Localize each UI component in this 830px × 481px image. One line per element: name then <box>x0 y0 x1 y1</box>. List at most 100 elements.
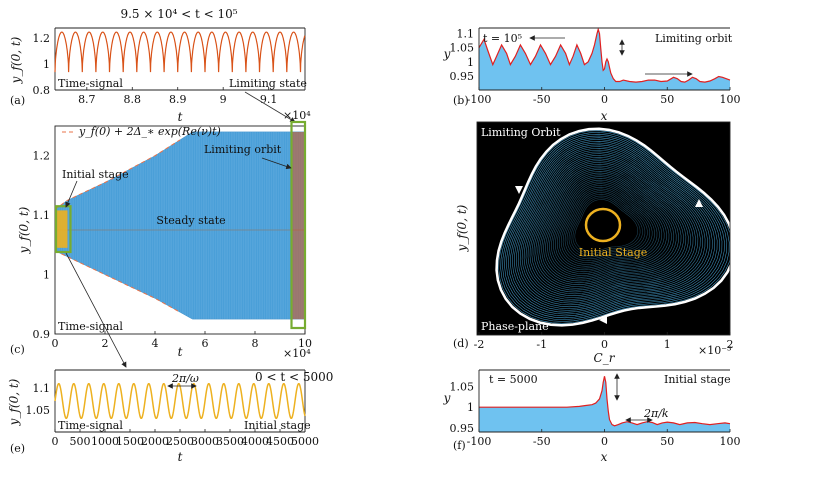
panel-c-envelope-lower <box>55 250 181 313</box>
panel-c-initial-stage-signal <box>55 210 68 248</box>
panel-d-orbit-curve <box>553 179 665 273</box>
panel-d-orbit-curve <box>558 185 658 267</box>
panel-d-initial-orbit <box>584 207 622 243</box>
panel-e-ylabel: y_f(0, t) <box>7 378 21 426</box>
panel-b-annotation-limiting-orbit: Limiting orbit <box>655 32 733 45</box>
panel-d-orbit-curve <box>568 193 646 258</box>
panel-b-ytick: 1.1 <box>457 28 475 41</box>
panel-f-xlabel: x <box>601 450 608 464</box>
panel-a-annotation-time-signal: Time-signal <box>58 77 123 90</box>
panel-b-annotation-time: t = 10⁵ <box>483 32 522 45</box>
panel-f-profile-fill <box>479 376 730 432</box>
panel-c-ytick: 0.9 <box>33 328 51 341</box>
panel-c-xtick-label: 10 <box>298 337 312 350</box>
panel-c-zoom-arrow <box>65 252 127 368</box>
panel-b-xtick-label: -50 <box>533 93 551 106</box>
panel-d-orbit-curve <box>539 167 682 285</box>
panel-d-annotation-limiting-orbit: Limiting Orbit <box>481 126 561 139</box>
panel-a-xlabel: t <box>178 110 183 124</box>
panel-d-orbit-curve <box>555 181 663 271</box>
panel-e-xtick-label: 1000 <box>91 435 119 448</box>
panel-a-xtick-label: 8.9 <box>169 93 187 106</box>
panel-d-orbit-curve <box>560 186 655 265</box>
panel-f-xtick-label: 100 <box>720 435 741 448</box>
panel-d-orbit-curve <box>516 146 711 308</box>
panel-d-xtick-label: 1 <box>664 338 671 351</box>
panel-d-orbit-curve <box>557 183 660 269</box>
panel-a-ytick: 1.2 <box>33 32 51 45</box>
panel-d-ylabel: y_f(0, t) <box>455 204 469 252</box>
panel-a-series-line <box>54 31 306 73</box>
panel-d-orbit-curve <box>535 163 687 289</box>
panel-d-xtick-label: -2 <box>474 338 485 351</box>
panel-c: 0.9 1 1.1 1.2 0 2 4 6 8 10 y_f(0, t) t ×10⁴ y_f(… <box>10 120 312 368</box>
panel-d-orbit-curve <box>543 171 677 282</box>
panel-c-annotation-limiting-orbit: Limiting orbit <box>204 143 282 156</box>
panel-c-ytick: 1 <box>43 269 50 282</box>
panel-d-orbit-curve <box>512 142 716 311</box>
panel-e-xtick-label: 2000 <box>141 435 169 448</box>
panel-f-profile-line <box>479 376 731 427</box>
panel-b-label: (b) <box>453 94 469 107</box>
panel-c-ytick: 1.2 <box>33 150 51 163</box>
panel-f-ylabel: y <box>443 391 451 405</box>
panel-e-xtick-label: 3000 <box>191 435 219 448</box>
panel-c-xticks: 0 2 4 6 8 10 <box>52 331 312 350</box>
panel-c-initial-stage-box <box>54 205 72 254</box>
panel-e-xtick-label: 3500 <box>216 435 244 448</box>
panel-d-orbit-curve <box>523 153 701 300</box>
panel-d-xtick-label: -1 <box>536 338 547 351</box>
panel-d-xlabel: C_r <box>594 351 616 365</box>
panel-a-annotation-limiting-state: Limiting state <box>229 77 307 90</box>
panel-d-flow-arrow <box>515 186 523 194</box>
panel-d-orbit-curve <box>572 197 641 254</box>
panel-c-limiting-arrow <box>261 157 292 170</box>
panel-c-initial-arrow <box>65 180 78 208</box>
panel-d-orbit-curve <box>498 130 730 324</box>
panel-d-orbit-curve <box>531 160 691 293</box>
panel-e-ytick: 1.05 <box>26 404 51 417</box>
panel-d-orbit-curve <box>506 137 723 317</box>
panel-f-xtick-label: -100 <box>467 435 492 448</box>
panel-a-xtick-label: 8.8 <box>124 93 142 106</box>
panel-d-orbit-curve <box>529 158 694 295</box>
panel-f-ytick: 0.95 <box>450 422 475 435</box>
panel-a-xtick-label: 9.1 <box>260 93 278 106</box>
panel-d-orbit-curve <box>500 132 730 322</box>
panel-d-orbit-curve <box>570 195 643 256</box>
panel-d-label: (d) <box>453 337 469 350</box>
panel-d: Limiting Orbit Initial Stage Phase-plane… <box>453 121 734 365</box>
panel-d-orbit-curve <box>504 135 725 319</box>
panel-e: 0 < t < 5000 0 500 10001500200025003000350… <box>7 369 333 464</box>
panel-a-link-arrow <box>244 91 296 123</box>
panel-b-xtick-label: -100 <box>467 93 492 106</box>
panel-d-orbit-curve <box>547 174 672 278</box>
panel-d-orbit-curve <box>549 176 670 276</box>
panel-a: 9.5 × 10⁴ < t < 10⁵ 8.7 8.8 8.9 9 9.1 1.2 1 … <box>9 7 311 124</box>
panel-a-ylabel: y_f(0, t) <box>9 36 23 84</box>
panel-d-orbit-curve <box>574 199 638 252</box>
panel-e-title: 0 < t < 5000 <box>255 370 333 384</box>
panel-d-xtick-label: 2 <box>727 338 734 351</box>
panel-d-orbits <box>495 127 730 327</box>
panel-e-xtick-label: 4000 <box>241 435 269 448</box>
panel-c-xlabel: t <box>178 345 183 359</box>
panel-d-limiting-orbit <box>495 127 730 327</box>
panel-d-annotation-initial-stage: Initial Stage <box>579 246 648 259</box>
panel-e-xtick-label: 500 <box>70 435 91 448</box>
panel-d-orbit-curve <box>541 169 679 284</box>
panel-f-annotation-time: t = 5000 <box>489 373 538 386</box>
panel-c-limiting-orbit-box <box>290 120 307 330</box>
panel-c-yticks: 0.9 1 1.1 1.2 <box>33 150 51 341</box>
panel-c-ytick: 1.1 <box>33 209 51 222</box>
panel-b-xticks: -100 -50 0 50 100 <box>467 87 741 106</box>
panel-d-orbit-curve <box>510 141 718 313</box>
panel-d-x-multiplier: ×10⁻³ <box>698 344 731 357</box>
panel-b-xtick-label: 100 <box>720 93 741 106</box>
panel-e-xtick-label: 5000 <box>291 435 319 448</box>
panel-e-xtick-label: 2500 <box>166 435 194 448</box>
panel-d-flow-arrow <box>599 316 607 324</box>
